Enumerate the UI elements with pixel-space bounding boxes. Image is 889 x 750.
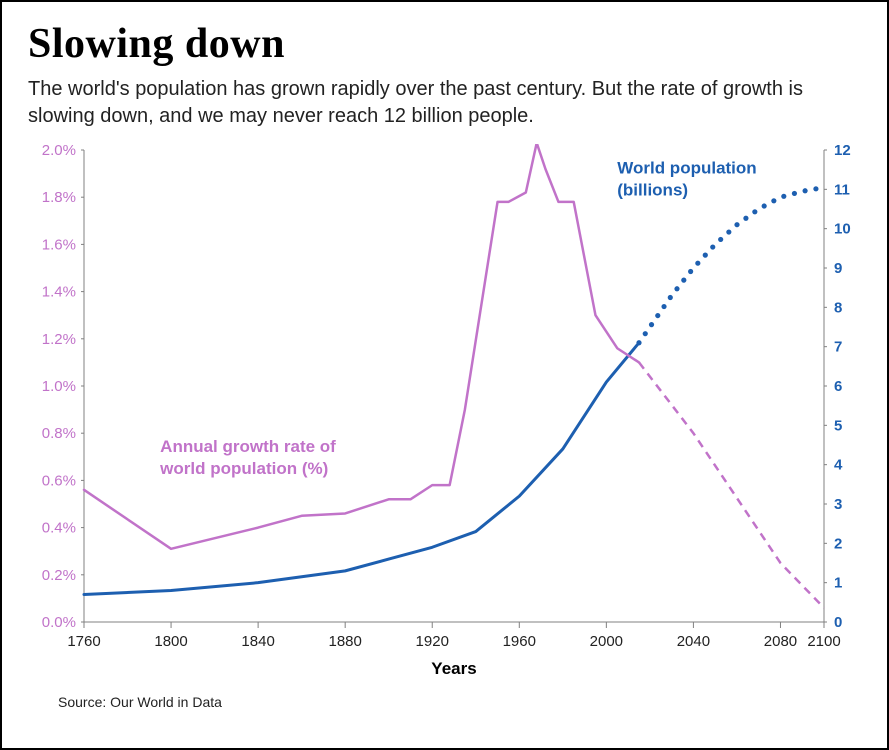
population-projection-dot: [681, 278, 686, 283]
population-projection-dot: [726, 229, 731, 234]
svg-text:0.2%: 0.2%: [42, 567, 76, 584]
svg-text:1800: 1800: [154, 633, 187, 650]
svg-text:10: 10: [834, 221, 851, 238]
plot-area: 1760180018401880192019602000204020802100…: [28, 144, 868, 684]
svg-text:0.4%: 0.4%: [42, 520, 76, 537]
population-projection-dot: [668, 295, 673, 300]
svg-text:2: 2: [834, 535, 842, 552]
population-projection-dot: [792, 191, 797, 196]
svg-text:1.2%: 1.2%: [42, 331, 76, 348]
population-projection-dot: [710, 244, 715, 249]
svg-text:3: 3: [834, 496, 842, 513]
svg-text:2.0%: 2.0%: [42, 144, 76, 159]
svg-text:1920: 1920: [416, 633, 449, 650]
svg-text:4: 4: [834, 457, 843, 474]
svg-text:1.8%: 1.8%: [42, 189, 76, 206]
svg-text:1: 1: [834, 575, 842, 592]
svg-text:0.6%: 0.6%: [42, 472, 76, 489]
svg-text:0.8%: 0.8%: [42, 425, 76, 442]
svg-text:0: 0: [834, 614, 842, 631]
svg-text:1760: 1760: [67, 633, 100, 650]
svg-text:7: 7: [834, 339, 842, 356]
chart-title: Slowing down: [28, 20, 865, 68]
svg-text:8: 8: [834, 299, 842, 316]
population-projection-dot: [655, 313, 660, 318]
population-projection-dot: [752, 209, 757, 214]
population-projection-dot: [734, 222, 739, 227]
population-projection-dot: [771, 198, 776, 203]
svg-text:2040: 2040: [677, 633, 710, 650]
svg-text:0.0%: 0.0%: [42, 614, 76, 631]
population-projection-dot: [762, 203, 767, 208]
population-projection-dot: [743, 216, 748, 221]
svg-text:6: 6: [834, 378, 842, 395]
svg-text:1.6%: 1.6%: [42, 236, 76, 253]
population-projection-dot: [643, 331, 648, 336]
svg-text:1840: 1840: [241, 633, 274, 650]
population-projection-dot: [703, 253, 708, 258]
population-projection-dot: [718, 237, 723, 242]
population-projection-dot: [813, 186, 818, 191]
population-projection-dot: [661, 304, 666, 309]
growth-rate-projection-line: [639, 362, 824, 607]
chart-frame: Slowing down The world's population has …: [0, 0, 889, 750]
svg-text:1.0%: 1.0%: [42, 378, 76, 395]
population-projection-dot: [649, 322, 654, 327]
svg-text:1960: 1960: [503, 633, 536, 650]
svg-text:1880: 1880: [328, 633, 361, 650]
svg-text:12: 12: [834, 144, 851, 159]
population-projection-dot: [802, 188, 807, 193]
svg-text:Years: Years: [431, 659, 476, 678]
population-label: World population(billions): [617, 159, 756, 200]
population-projection-dot: [688, 269, 693, 274]
population-projection-dot: [781, 194, 786, 199]
growth-rate-label: Annual growth rate ofworld population (%…: [159, 437, 336, 478]
population-projection-dot: [674, 286, 679, 291]
population-projection-dot: [636, 340, 641, 345]
svg-text:2100: 2100: [807, 633, 840, 650]
growth-rate-line: [84, 144, 639, 549]
chart-svg: 1760180018401880192019602000204020802100…: [28, 144, 868, 684]
population-projection-dot: [695, 261, 700, 266]
svg-text:2080: 2080: [764, 633, 797, 650]
chart-subtitle: The world's population has grown rapidly…: [28, 76, 848, 130]
svg-text:2000: 2000: [590, 633, 623, 650]
svg-text:11: 11: [834, 181, 850, 198]
svg-text:5: 5: [834, 417, 842, 434]
svg-text:1.4%: 1.4%: [42, 284, 76, 301]
source-credit: Source: Our World in Data: [28, 694, 865, 710]
svg-text:9: 9: [834, 260, 842, 277]
